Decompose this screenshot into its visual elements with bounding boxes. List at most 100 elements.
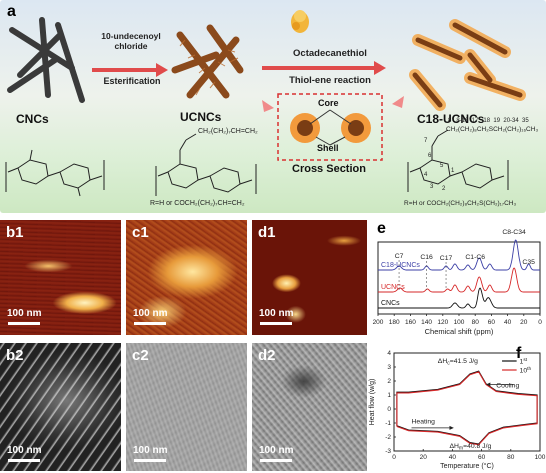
nmr-peak-label: C17 bbox=[440, 255, 453, 262]
step1-reagent-line2: chloride bbox=[114, 41, 148, 51]
cross-section-box bbox=[277, 93, 383, 161]
ring-number-1: 1 bbox=[451, 168, 455, 174]
tile-d2-scale-bar bbox=[260, 459, 292, 462]
nmr-peak-label: C35 bbox=[522, 259, 535, 266]
tile-d1-scale-bar bbox=[260, 322, 292, 325]
dsc-xtick-label: 40 bbox=[449, 454, 457, 461]
ring-number-4: 4 bbox=[424, 172, 428, 178]
dsc-ylabel: Heat flow (w/g) bbox=[369, 379, 376, 426]
tile-b2-scale-bar bbox=[8, 459, 40, 462]
c18-structure bbox=[407, 129, 509, 192]
dsc-xtick-label: 20 bbox=[420, 454, 428, 461]
dsc-heating-label: Heating bbox=[412, 419, 436, 426]
dsc-annotation-hm: ΔHm=40.8 J/g bbox=[449, 443, 491, 452]
nmr-peak-label: C16 bbox=[420, 254, 433, 261]
panel-a-label: a bbox=[7, 3, 16, 20]
r-group-c18: R=H or COCH₂(CH₂)₈CH₂S(CH₂)₁₇CH₃ bbox=[404, 200, 517, 207]
dsc-xtick-label: 0 bbox=[392, 454, 396, 461]
tile-b2-scale-text: 100 nm bbox=[7, 445, 42, 456]
dsc-legend-label: 1st bbox=[520, 357, 528, 366]
label-ucncs: UCNCs bbox=[180, 110, 222, 124]
ring-number-2: 2 bbox=[442, 186, 446, 192]
ring-number-7: 7 bbox=[424, 138, 428, 144]
step2-reaction: Thiol-ene reaction bbox=[289, 75, 371, 86]
dsc-xlabel: Temperature (°C) bbox=[440, 462, 494, 470]
nmr-xtick-label: 160 bbox=[405, 319, 416, 326]
tile-c1-scale-text: 100 nm bbox=[133, 308, 168, 319]
tile-c1-scale-bar bbox=[134, 322, 166, 325]
nmr-xtick-label: 80 bbox=[472, 319, 480, 326]
tile-d2-label: d2 bbox=[258, 347, 276, 364]
nmr-series-c18-ucncs bbox=[378, 239, 540, 271]
dsc-ytick-label: 0 bbox=[387, 406, 391, 413]
nmr-xlabel: Chemical shift (ppm) bbox=[425, 327, 494, 336]
tile-b1-scale-text: 100 nm bbox=[7, 308, 42, 319]
panel-a: a bbox=[0, 0, 546, 213]
nmr-xtick-label: 200 bbox=[373, 319, 384, 326]
dsc-ytick-label: -3 bbox=[385, 448, 391, 455]
dsc-ytick-label: 3 bbox=[387, 364, 391, 371]
nmr-xtick-label: 140 bbox=[421, 319, 432, 326]
nmr-xtick-label: 120 bbox=[437, 319, 448, 326]
arrow-to-cross-section-right bbox=[392, 96, 404, 108]
cncs-rods bbox=[7, 17, 85, 103]
dsc-series-1st bbox=[396, 370, 538, 445]
c18-numbers: 8 8-16 17 18 19 20-34 35 bbox=[448, 118, 529, 124]
nmr-xtick-label: 100 bbox=[454, 319, 465, 326]
nmr-xtick-label: 0 bbox=[538, 319, 542, 326]
cross-section-left bbox=[290, 113, 320, 143]
label-cncs: CNCs bbox=[16, 112, 49, 126]
tile-b2-label: b2 bbox=[6, 347, 24, 364]
panel-a-scheme bbox=[5, 10, 526, 197]
tile-d1-afm: d1 100 nm bbox=[252, 220, 367, 335]
c18-chain-text: CH₂(CH₂)₈CH₂SCH₂(CH₂)₁₆CH₃ bbox=[446, 126, 539, 133]
tile-d2-tem: d2 100 nm bbox=[252, 343, 367, 471]
dsc-chart: 0 20 40 60 80 100 -3 -2 -1 0 1 2 3 4 Temperature (°C) H… bbox=[369, 350, 546, 470]
tile-d2-scale-text: 100 nm bbox=[259, 445, 294, 456]
tile-d1-label: d1 bbox=[258, 224, 276, 241]
ring-number-6: 6 bbox=[428, 153, 432, 159]
step2-reagent: Octadecanethiol bbox=[293, 48, 367, 59]
cnc-structure bbox=[5, 149, 105, 197]
c18-ucncs-rods bbox=[409, 19, 526, 111]
tile-b1-afm: b1 100 nm bbox=[0, 220, 121, 335]
nmr-series-label: UCNCs bbox=[381, 284, 405, 291]
tile-c1-afm: c1 100 nm bbox=[126, 220, 247, 335]
octadecanethiol-icon bbox=[291, 10, 309, 33]
dsc-heating-arrowhead bbox=[449, 425, 454, 430]
label-c18-ucncs: C18-UCNCs bbox=[417, 112, 485, 126]
nmr-series-ucncs bbox=[378, 267, 540, 293]
nmr-xtick-label: 180 bbox=[389, 319, 400, 326]
dsc-series-10th bbox=[396, 371, 538, 446]
arrow-to-cross-section-left bbox=[262, 100, 274, 112]
ucnc-chain-text: CH₂(CH₂)₇CH=CH₂ bbox=[198, 128, 258, 135]
tile-c2-label: c2 bbox=[132, 347, 149, 364]
nmr-peak-label: C8-C34 bbox=[502, 229, 526, 236]
tile-c2-scale-text: 100 nm bbox=[133, 445, 168, 456]
label-cross-section: Cross Section bbox=[292, 163, 366, 175]
ring-number-3: 3 bbox=[430, 184, 434, 190]
nmr-series-label: C18-UCNCs bbox=[381, 262, 420, 269]
nmr-xtick-label: 20 bbox=[520, 319, 528, 326]
dsc-cooling-label: Cooling bbox=[496, 382, 519, 389]
dsc-ytick-label: -1 bbox=[385, 420, 391, 427]
step1-reagent-line1: 10-undecenoyl bbox=[101, 31, 161, 41]
tile-c2-scale-bar bbox=[134, 459, 166, 462]
tile-c1-label: c1 bbox=[132, 224, 149, 241]
nmr-xtick-label: 40 bbox=[504, 319, 512, 326]
dsc-ytick-label: -2 bbox=[385, 434, 391, 441]
ucnc-structure bbox=[155, 133, 257, 196]
dsc-ytick-label: 4 bbox=[387, 350, 391, 357]
dsc-xtick-label: 100 bbox=[535, 454, 546, 461]
panel-e-label: e bbox=[377, 220, 386, 237]
tile-c2-tem: c2 100 nm bbox=[126, 343, 247, 471]
dsc-xtick-label: 80 bbox=[507, 454, 515, 461]
dsc-xtick-label: 60 bbox=[478, 454, 486, 461]
arrow-thiol-ene bbox=[262, 61, 386, 75]
dsc-legend-label: 10th bbox=[520, 366, 532, 375]
nmr-peak-label: C7 bbox=[395, 253, 404, 260]
arrow-esterification bbox=[92, 63, 168, 77]
label-core: Core bbox=[318, 98, 339, 108]
tile-b2-tem: b2 100 nm bbox=[0, 343, 121, 471]
